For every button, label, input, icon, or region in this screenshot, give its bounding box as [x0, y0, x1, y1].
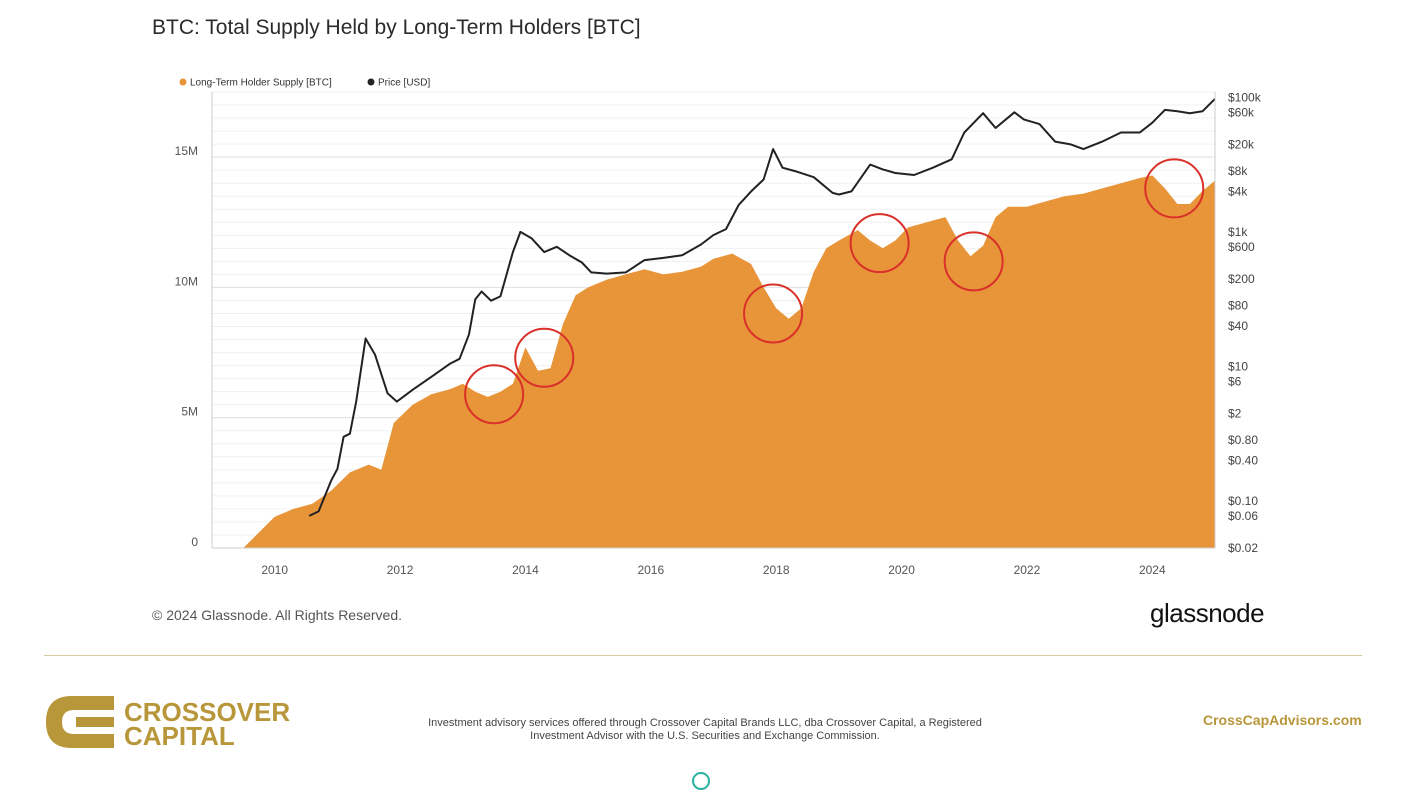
- y-right-tick-label: $0.10: [1228, 494, 1258, 508]
- x-tick-label: 2010: [261, 563, 288, 577]
- y-right-tick-label: $6: [1228, 374, 1242, 388]
- legend-marker-supply: [179, 78, 187, 86]
- annotation-circles: [464, 158, 1205, 425]
- x-tick-label: 2020: [888, 563, 915, 577]
- logo-line-2: CAPITAL: [124, 721, 235, 751]
- price-line: [308, 98, 1216, 517]
- y-right-tick-label: $8k: [1228, 164, 1248, 178]
- website-link[interactable]: CrossCapAdvisors.com: [1203, 712, 1362, 728]
- annotation-circle: [514, 327, 575, 388]
- y-right-tick-label: $4k: [1228, 184, 1248, 198]
- axes: 2010 2012 2014 2016 2018 2020 2022 2024 0 5M 10M 15…: [175, 90, 1262, 577]
- chart-title: BTC: Total Supply Held by Long-Term Hold…: [152, 16, 641, 39]
- price-line-layer: [308, 98, 1216, 517]
- supply-area: [212, 175, 1215, 548]
- y-right-tick-label: $1k: [1228, 225, 1248, 239]
- legend-label-price: Price [USD]: [378, 78, 430, 89]
- y-right-tick-label: $0.80: [1228, 433, 1258, 447]
- y-left-tick-label: 10M: [175, 274, 198, 288]
- x-tick-label: 2016: [637, 563, 664, 577]
- y-left-tick-label: 5M: [181, 405, 198, 419]
- y-left-tick-label: 0: [191, 535, 198, 549]
- supply-area-layer: [212, 175, 1215, 548]
- annotation-circle: [743, 283, 804, 344]
- y-right-tick-label: $600: [1228, 240, 1255, 254]
- y-right-tick-label: $0.06: [1228, 509, 1258, 523]
- crossover-capital-logo-icon: [46, 696, 114, 748]
- x-tick-label: 2024: [1139, 563, 1166, 577]
- y-right-tick-label: $100k: [1228, 90, 1262, 104]
- logo-text: CROSSOVER CAPITAL: [124, 697, 291, 751]
- y-right-tick-label: $20k: [1228, 137, 1255, 151]
- y-right-tick-label: $80: [1228, 299, 1248, 313]
- y-right-tick-label: $40: [1228, 319, 1248, 333]
- disclaimer-text: Investment advisory services offered thr…: [428, 717, 982, 742]
- legend-marker-price: [367, 78, 375, 86]
- y-left-tick-label: 15M: [175, 144, 198, 158]
- logo-line-1: CROSSOVER: [124, 697, 291, 727]
- x-tick-label: 2022: [1014, 563, 1041, 577]
- y-right-tick-label: $60k: [1228, 105, 1255, 119]
- y-right-tick-label: $2: [1228, 406, 1242, 420]
- glassnode-logo: glassnode: [1150, 598, 1265, 628]
- x-tick-label: 2014: [512, 563, 539, 577]
- y-right-tick-label: $10: [1228, 359, 1248, 373]
- copyright-text: © 2024 Glassnode. All Rights Reserved.: [152, 607, 403, 623]
- annotation-circle: [1144, 158, 1205, 219]
- scroll-indicator-icon: [692, 772, 710, 790]
- annotation-circle: [464, 364, 525, 425]
- x-tick-label: 2018: [763, 563, 790, 577]
- annotation-circle: [943, 231, 1004, 292]
- footer-divider: [44, 655, 1362, 656]
- chart-svg: 2010 2012 2014 2016 2018 2020 2022 2024 0 5M 10M 15…: [175, 78, 1262, 578]
- annotation-circle: [849, 213, 910, 274]
- y-right-tick-label: $0.40: [1228, 453, 1258, 467]
- legend-label-supply: Long-Term Holder Supply [BTC]: [190, 78, 332, 89]
- y-right-tick-label: $0.02: [1228, 541, 1258, 555]
- y-right-tick-label: $200: [1228, 272, 1255, 286]
- legend: Long-Term Holder Supply [BTC] Price [USD]: [179, 78, 430, 89]
- x-tick-label: 2012: [387, 563, 414, 577]
